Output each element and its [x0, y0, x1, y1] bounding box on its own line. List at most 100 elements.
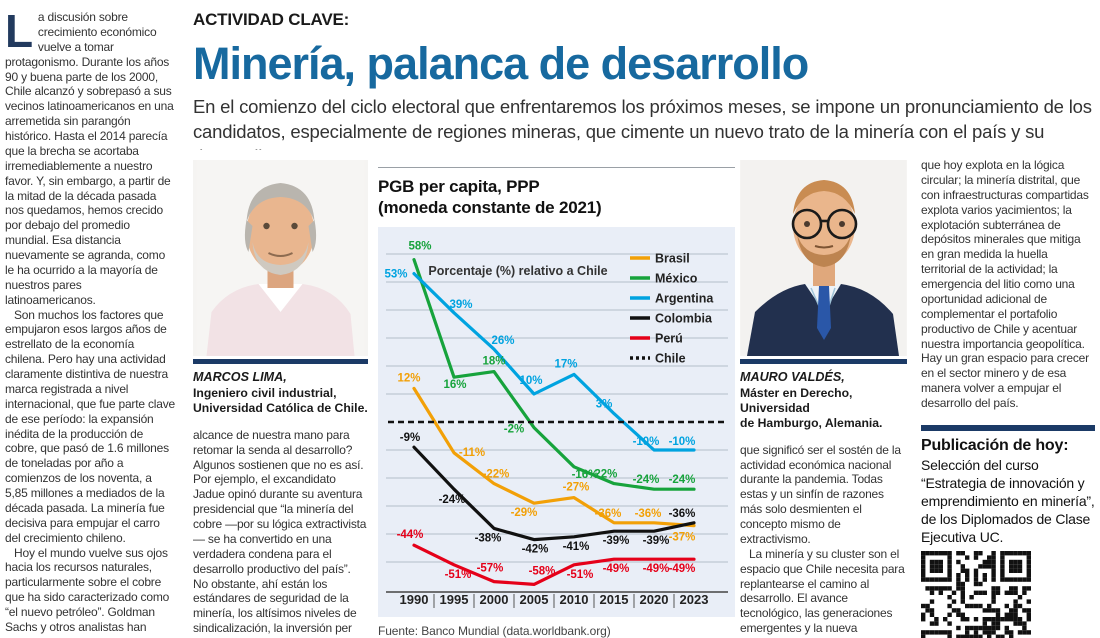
data-label: 53%	[384, 268, 407, 280]
paragraph: alcance de nuestra mano para retomar la …	[193, 427, 367, 638]
data-label: -11%	[459, 446, 485, 458]
mauro-valdes-photo	[740, 160, 907, 356]
data-label: 17%	[554, 358, 577, 370]
data-label: -22%	[591, 468, 618, 480]
divider	[378, 167, 735, 168]
drop-cap: L	[5, 10, 33, 57]
marcos-lima-caption: MARCOS LIMA, Ingeniero civil industrial,…	[193, 370, 368, 416]
data-label: -16%	[572, 468, 599, 480]
x-tick-label: 1990	[400, 592, 429, 607]
chart-title-line1: PGB per capita, PPP	[378, 177, 540, 196]
data-label: -24%	[669, 474, 696, 486]
data-label: -38%	[475, 532, 502, 544]
data-label: -49%	[603, 563, 630, 575]
data-label: -10%	[633, 436, 660, 448]
chart-inner-label: Porcentaje (%) relativo a Chile	[428, 264, 607, 278]
chart-title-line2: (moneda constante de 2021)	[378, 198, 602, 218]
x-tick-label: 2015	[600, 592, 629, 607]
x-tick-label: 2000	[480, 592, 509, 607]
paragraph: La minería y su cluster son el espacio q…	[740, 546, 905, 638]
legend-label-Colombia: Colombia	[655, 311, 713, 325]
data-label: 3%	[596, 398, 613, 410]
data-label: 39%	[449, 298, 472, 310]
data-label: -36%	[635, 507, 662, 519]
data-label: -49%	[643, 563, 670, 575]
article-column-5: que hoy explota en la lógica circular; l…	[921, 158, 1095, 638]
data-label: 16%	[443, 379, 466, 391]
data-label: -57%	[477, 562, 504, 574]
chart-column: PGB per capita, PPP (moneda constante de…	[378, 167, 735, 638]
data-label: -39%	[643, 535, 670, 547]
article-column-4: MAURO VALDÉS, Máster en Derecho, Univers…	[740, 160, 907, 638]
data-label: -10%	[669, 436, 696, 448]
data-label: -36%	[595, 507, 622, 519]
data-label: -27%	[563, 481, 590, 493]
data-label: -24%	[633, 474, 660, 486]
data-label: -22%	[483, 468, 510, 480]
mauro-valdes-caption: MAURO VALDÉS, Máster en Derecho, Univers…	[740, 370, 907, 431]
qr-code	[921, 551, 1031, 638]
promo-heading: Publicación de hoy:	[921, 436, 1069, 454]
data-label: -37%	[669, 531, 696, 543]
column-2-text: alcance de nuestra mano para retomar la …	[193, 428, 368, 638]
data-label: -2%	[504, 423, 524, 435]
data-label: -44%	[397, 529, 424, 541]
person-name: MARCOS LIMA,	[193, 370, 287, 384]
series-line-Perú	[412, 543, 696, 586]
paragraph: que significó ser el sostén de la activi…	[740, 442, 901, 546]
legend-label-Brasil: Brasil	[655, 251, 690, 265]
kicker: ACTIVIDAD CLAVE:	[193, 10, 350, 29]
x-tick-label: 2005	[520, 592, 549, 607]
x-tick-label: 2010	[560, 592, 589, 607]
legend-label-Perú: Perú	[655, 331, 683, 345]
marcos-lima-photo	[193, 160, 368, 356]
series-line-Brasil	[412, 386, 696, 527]
series-line-Argentina	[412, 271, 696, 452]
x-tick-label: 2020	[640, 592, 669, 607]
caption-bar	[740, 359, 907, 364]
promo-body: Selección del curso “Estrategia de innov…	[921, 456, 1095, 545]
data-label: -41%	[563, 540, 590, 552]
x-tick-label: 2023	[680, 592, 709, 607]
person-name: MAURO VALDÉS,	[740, 370, 845, 384]
chart-title: PGB per capita, PPP (moneda constante de…	[378, 176, 735, 219]
data-label: 12%	[397, 372, 420, 384]
data-label: -51%	[445, 568, 472, 580]
chart-panel: 12% -11% -22% -29% -27% -36% -36% -37% 58% 16% 18%…	[378, 226, 735, 617]
caption-bar	[193, 359, 368, 364]
promo-block: Publicación de hoy: Selección del curso …	[921, 437, 1095, 547]
column-4-text: que significó ser el sostén de la activi…	[740, 443, 907, 638]
subtitle: En el comienzo del ciclo electoral que e…	[193, 96, 1092, 150]
person-role: Ingeniero civil industrial, Universidad …	[193, 386, 368, 415]
paragraph: Son muchos los factores que empujaron es…	[5, 307, 175, 545]
paragraph: que hoy explota en la lógica circular; l…	[921, 158, 1089, 410]
data-label: -49%	[669, 563, 696, 575]
data-label: -58%	[529, 565, 556, 577]
data-label: -29%	[511, 507, 538, 519]
data-label: -36%	[669, 507, 696, 519]
x-tick-label: 1995	[440, 592, 469, 607]
data-label: 58%	[408, 240, 431, 252]
series-line-México	[412, 257, 696, 491]
data-label: -51%	[567, 568, 594, 580]
article-header: ACTIVIDAD CLAVE: Minería, palanca de des…	[193, 10, 1095, 150]
paragraph: Hoy el mundo vuelve sus ojos hacia los r…	[5, 545, 170, 634]
chart-source: Fuente: Banco Mundial (data.worldbank.or…	[378, 623, 611, 638]
series-line-Colombia	[412, 445, 696, 541]
legend-label-México: México	[655, 271, 698, 285]
column-5-text: que hoy explota en la lógica circular; l…	[921, 158, 1095, 411]
promo-bar	[921, 424, 1095, 431]
data-label: 26%	[491, 335, 514, 347]
legend-label-Argentina: Argentina	[655, 291, 714, 305]
data-label: 18%	[482, 355, 505, 367]
article-column-2: MARCOS LIMA, Ingeniero civil industrial,…	[193, 160, 368, 638]
legend-label-Chile: Chile	[655, 351, 686, 365]
page-title: Minería, palanca de desarrollo	[193, 38, 809, 89]
person-role: Máster en Derecho, Universidad de Hambur…	[740, 386, 883, 430]
paragraph-text: a discusión sobre crecimiento económico …	[5, 10, 174, 307]
data-label: -24%	[439, 494, 466, 506]
data-label: -42%	[522, 543, 549, 555]
